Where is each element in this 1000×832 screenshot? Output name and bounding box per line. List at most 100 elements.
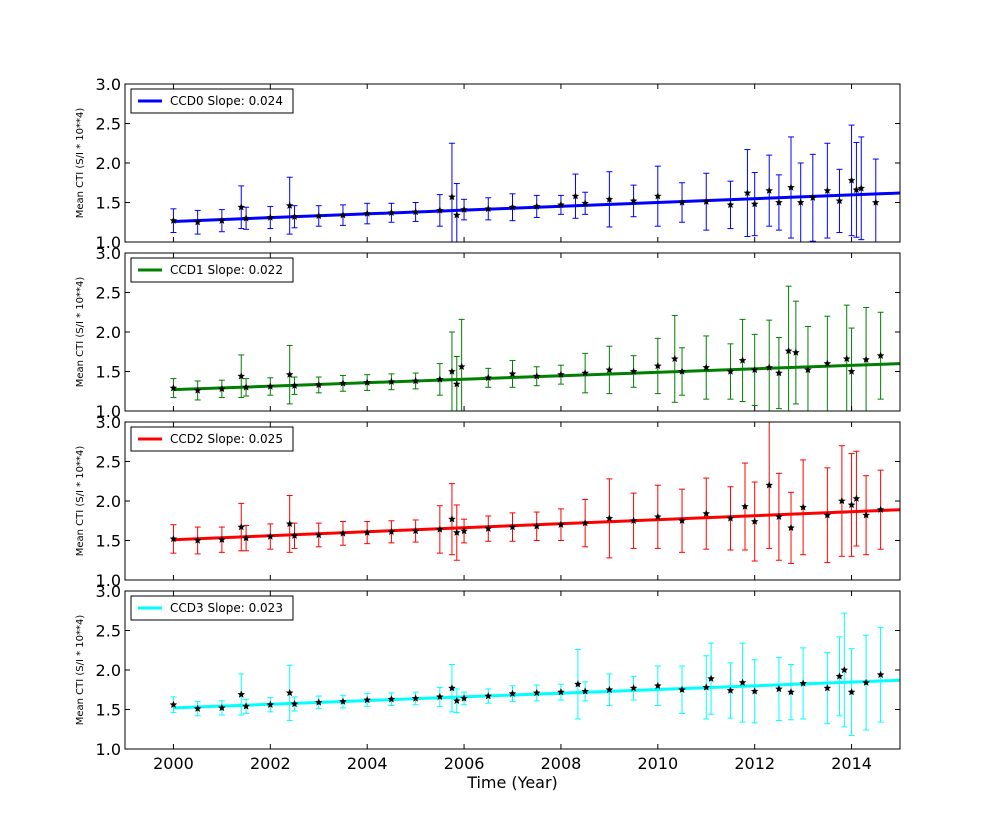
data-point	[218, 703, 226, 712]
data-point	[857, 184, 866, 192]
data-point	[169, 384, 178, 392]
data-point	[484, 692, 493, 700]
data-point	[532, 202, 541, 210]
data-point	[193, 218, 202, 226]
data-point	[678, 685, 686, 693]
data-point	[605, 514, 614, 522]
data-point	[738, 678, 747, 686]
data-point	[290, 212, 299, 220]
data-point	[702, 363, 711, 371]
data-point	[678, 367, 686, 375]
data-point	[654, 681, 662, 690]
data-point	[508, 523, 517, 531]
plot-area	[169, 422, 900, 564]
y-tick-label: 1.5	[96, 701, 121, 720]
data-point	[852, 494, 861, 502]
data-point	[852, 185, 861, 194]
y-axis-label: Mean CTI (S/I * 10**4)	[75, 277, 86, 388]
data-point	[840, 666, 849, 674]
data-point	[796, 198, 805, 206]
plot-area	[169, 124, 900, 242]
data-point	[508, 369, 517, 378]
data-point	[707, 674, 715, 682]
y-tick-label: 3.0	[96, 413, 121, 432]
data-point	[765, 186, 774, 194]
y-tick-label: 1.5	[96, 194, 121, 213]
data-point	[387, 527, 396, 536]
x-tick-label: 2010	[637, 754, 678, 773]
y-tick-label: 2.0	[96, 154, 121, 173]
panel-ccd2: 1.0 1.5 2.0 2.5 3.0 Mean CTI (S/I * 10**4) CCD…	[75, 413, 901, 590]
data-point	[876, 351, 885, 359]
legend-box	[130, 426, 294, 452]
data-point	[787, 183, 795, 191]
data-point	[411, 694, 420, 702]
data-point	[557, 688, 565, 696]
plot-area	[169, 285, 900, 411]
x-axis-label: Time (Year)	[466, 773, 558, 792]
y-tick-label: 1.5	[96, 532, 121, 551]
data-point	[787, 688, 795, 696]
data-point	[411, 527, 420, 535]
y-tick-label: 3.0	[96, 244, 121, 263]
y-tick-label: 2.5	[96, 622, 121, 641]
data-point	[738, 356, 747, 364]
data-point	[218, 216, 226, 224]
legend-label: CCD3 Slope: 0.023	[170, 601, 283, 615]
data-point	[532, 522, 541, 530]
x-tick-label: 2004	[347, 754, 388, 773]
data-point	[452, 528, 461, 536]
panel-ccd1: 1.0 1.5 2.0 2.5 3.0 Mean CTI (S/I * 10**4) CCD…	[75, 244, 901, 421]
y-tick-label: 1.5	[96, 363, 121, 382]
data-point	[862, 511, 870, 519]
data-point	[290, 381, 299, 389]
data-point	[574, 680, 582, 688]
y-tick-label: 1.0	[96, 740, 121, 759]
data-point	[750, 200, 759, 208]
y-tick-label: 3.0	[96, 582, 121, 601]
data-point	[411, 376, 420, 385]
y-tick-label: 3.0	[96, 75, 121, 94]
data-point	[285, 688, 294, 697]
data-point	[804, 365, 812, 374]
data-point	[363, 696, 371, 704]
data-point	[314, 380, 323, 389]
data-point	[436, 206, 444, 214]
data-point	[508, 203, 517, 211]
data-point	[285, 519, 294, 528]
data-point	[862, 355, 870, 363]
data-point	[452, 380, 461, 388]
data-point	[314, 530, 323, 539]
data-point	[726, 686, 735, 694]
data-point	[266, 532, 275, 540]
data-point	[838, 497, 846, 505]
data-point	[629, 516, 638, 524]
data-point	[847, 688, 856, 696]
data-point	[787, 523, 795, 532]
data-point	[581, 519, 589, 527]
data-point	[363, 209, 371, 217]
y-axis-label: Mean CTI (S/I * 10**4)	[75, 446, 86, 557]
y-tick-label: 2.5	[96, 115, 121, 134]
plot-area	[169, 612, 900, 737]
data-point	[726, 514, 735, 522]
data-point	[557, 370, 565, 378]
legend-label: CCD2 Slope: 0.025	[170, 432, 283, 446]
data-point	[285, 201, 294, 209]
data-point	[411, 207, 420, 216]
data-point	[847, 500, 856, 509]
data-point	[436, 375, 444, 383]
data-point	[799, 679, 807, 687]
data-point	[629, 196, 638, 205]
legend: CCD2 Slope: 0.025	[130, 426, 294, 452]
data-point	[835, 672, 844, 680]
data-point	[266, 700, 275, 708]
data-point	[743, 189, 752, 197]
data-point	[784, 346, 793, 355]
data-point	[799, 503, 807, 511]
data-point	[484, 204, 493, 213]
data-point	[726, 200, 735, 209]
data-point	[363, 378, 371, 386]
data-point	[809, 193, 817, 201]
